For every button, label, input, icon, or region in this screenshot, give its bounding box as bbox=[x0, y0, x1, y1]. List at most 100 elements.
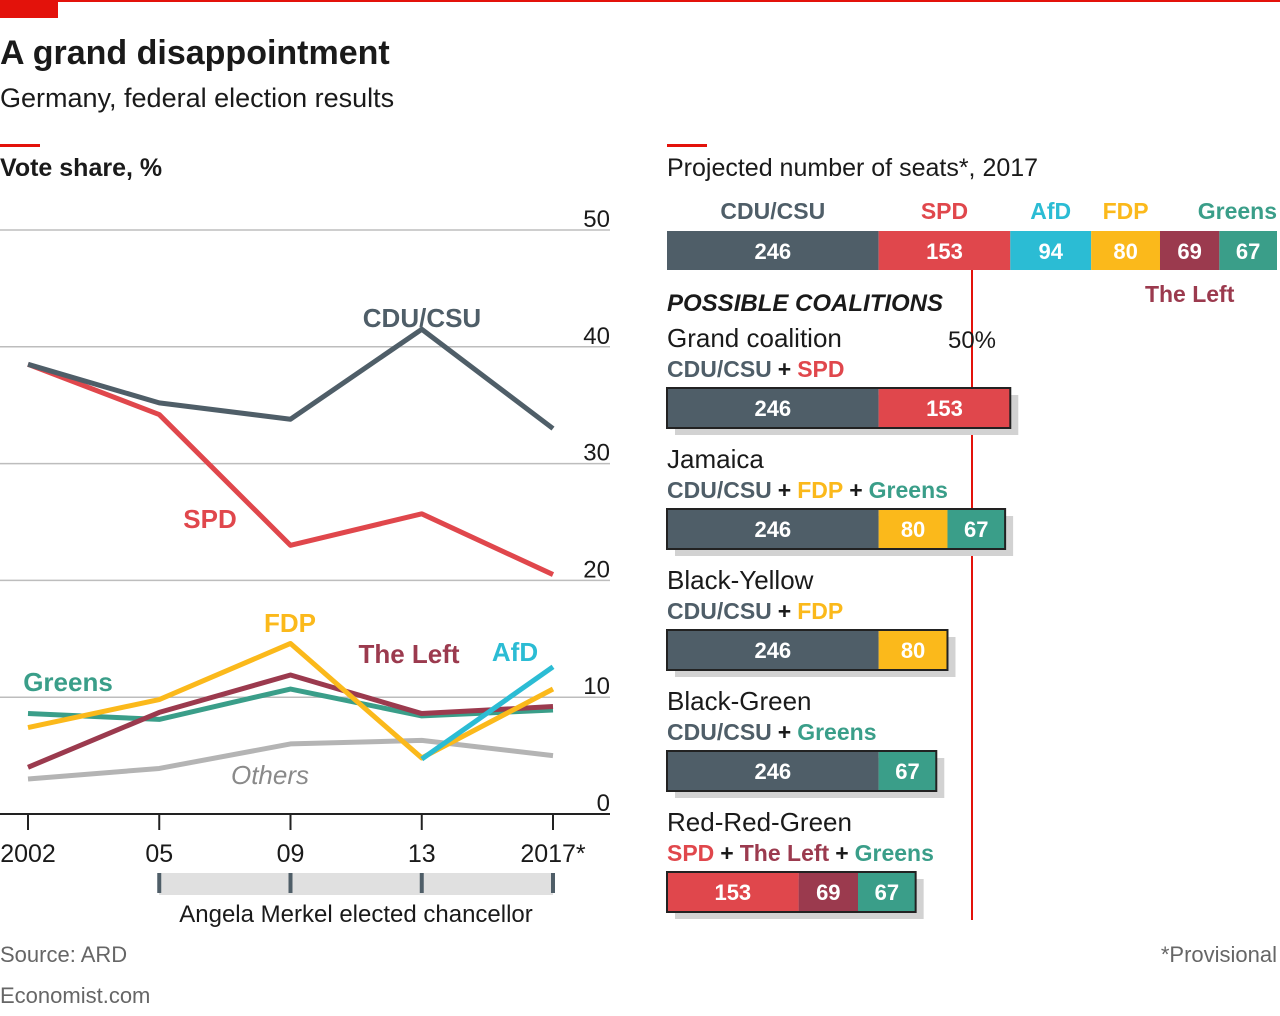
party-label: Greens bbox=[1198, 198, 1277, 224]
bar-segment bbox=[1219, 231, 1277, 270]
coalition-name: Red-Red-Green bbox=[667, 807, 852, 837]
segment-label: 67 bbox=[875, 880, 899, 905]
party-name: CDU/CSU bbox=[667, 356, 772, 382]
y-tick-label: 20 bbox=[583, 556, 610, 583]
y-tick-label: 30 bbox=[583, 440, 610, 467]
party-name: SPD bbox=[667, 840, 714, 866]
y-tick-label: 40 bbox=[583, 323, 610, 350]
bar-segment bbox=[667, 388, 879, 428]
joiner: + bbox=[849, 477, 862, 503]
coalition-name: Grand coalition bbox=[667, 323, 842, 353]
party-name: CDU/CSU bbox=[667, 477, 772, 503]
y-tick-label: 50 bbox=[583, 206, 610, 233]
note: *Provisional bbox=[1161, 942, 1277, 967]
series-label: The Left bbox=[358, 639, 459, 669]
segment-label: 67 bbox=[964, 517, 988, 542]
segment-label: 80 bbox=[901, 517, 925, 542]
bar-segment bbox=[667, 630, 879, 670]
title: A grand disappointment bbox=[0, 34, 390, 72]
segment-label: 94 bbox=[1038, 239, 1063, 264]
joiner: + bbox=[720, 840, 733, 866]
bar-segment bbox=[878, 751, 937, 791]
series-line bbox=[27, 361, 555, 577]
segment-label: 246 bbox=[754, 638, 791, 663]
segment-label: 153 bbox=[926, 239, 963, 264]
series-label: Greens bbox=[23, 667, 113, 697]
bar-segment bbox=[667, 231, 879, 270]
y-tick-label: 10 bbox=[583, 673, 610, 700]
party-name: SPD bbox=[797, 356, 844, 382]
x-tick-label: 05 bbox=[145, 840, 173, 868]
bar-segment bbox=[858, 872, 916, 912]
bar-segment bbox=[1159, 231, 1220, 270]
segment-label: 80 bbox=[1113, 239, 1137, 264]
series-label: Others bbox=[231, 760, 309, 790]
party-name: Greens bbox=[797, 719, 876, 745]
coalition-parties: CDU/CSU + Greens bbox=[667, 719, 876, 745]
joiner: + bbox=[778, 598, 791, 624]
series-label: SPD bbox=[183, 504, 236, 534]
footer: Economist.com bbox=[0, 983, 150, 1008]
coalition-parties: CDU/CSU + FDP bbox=[667, 598, 843, 624]
bar-segment bbox=[878, 509, 948, 549]
party-label: CDU/CSU bbox=[720, 198, 825, 224]
bar-outline bbox=[666, 508, 1007, 550]
party-name: FDP bbox=[797, 598, 843, 624]
majority-label: 50% bbox=[948, 327, 996, 354]
bar-segment bbox=[1091, 231, 1160, 270]
joiner: + bbox=[835, 840, 848, 866]
segment-label: 246 bbox=[754, 239, 791, 264]
party-name: Greens bbox=[869, 477, 948, 503]
segment-label: 246 bbox=[754, 517, 791, 542]
bar-segment bbox=[667, 872, 799, 912]
segment-label: 246 bbox=[754, 759, 791, 784]
series-line bbox=[420, 664, 555, 762]
segment-label: 153 bbox=[926, 396, 963, 421]
source: Source: ARD bbox=[0, 942, 127, 967]
bar-outline bbox=[666, 387, 1012, 429]
coalition-name: Jamaica bbox=[667, 444, 764, 474]
annotation: Angela Merkel elected chancellor bbox=[179, 901, 533, 928]
x-tick-label: 09 bbox=[277, 840, 305, 868]
bar-chart-title: Projected number of seats*, 2017 bbox=[667, 154, 1038, 182]
segment-label: 67 bbox=[1236, 239, 1260, 264]
segment-label: 69 bbox=[816, 880, 840, 905]
top-tag bbox=[0, 0, 58, 18]
party-name: CDU/CSU bbox=[667, 598, 772, 624]
segment-label: 69 bbox=[1177, 239, 1201, 264]
bar-segment bbox=[1010, 231, 1092, 270]
party-name: CDU/CSU bbox=[667, 719, 772, 745]
x-tick-label: 2017* bbox=[520, 840, 586, 868]
party-label: The Left bbox=[1145, 281, 1235, 307]
merkel-band bbox=[159, 873, 553, 895]
series-line bbox=[27, 326, 555, 431]
bar-segment bbox=[947, 509, 1006, 549]
coalition-parties: SPD + The Left + Greens bbox=[667, 840, 934, 866]
series-line bbox=[27, 640, 555, 761]
line-chart-title: Vote share, % bbox=[0, 154, 162, 182]
party-name: The Left bbox=[740, 840, 830, 866]
party-label: SPD bbox=[921, 198, 968, 224]
bar-outline bbox=[666, 871, 917, 913]
series-label: FDP bbox=[264, 608, 316, 638]
bar-segment bbox=[667, 751, 879, 791]
series-line bbox=[27, 737, 554, 782]
party-label: FDP bbox=[1103, 198, 1149, 224]
bar-segment bbox=[667, 509, 879, 549]
joiner: + bbox=[778, 719, 791, 745]
series-line bbox=[27, 686, 554, 722]
coalition-parties: CDU/CSU + SPD bbox=[667, 356, 845, 382]
subtitle: Germany, federal election results bbox=[0, 83, 394, 113]
bar-segment bbox=[878, 231, 1011, 270]
segment-label: 67 bbox=[895, 759, 919, 784]
x-tick-label: 13 bbox=[408, 840, 436, 868]
party-label: AfD bbox=[1030, 198, 1071, 224]
joiner: + bbox=[778, 356, 791, 382]
joiner: + bbox=[778, 477, 791, 503]
coalition-parties: CDU/CSU + FDP + Greens bbox=[667, 477, 948, 503]
x-tick-label: 2002 bbox=[0, 840, 56, 868]
party-name: FDP bbox=[797, 477, 843, 503]
bar-segment bbox=[798, 872, 859, 912]
